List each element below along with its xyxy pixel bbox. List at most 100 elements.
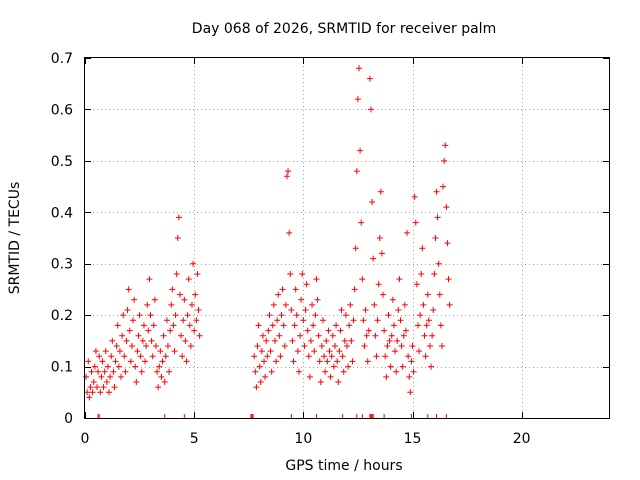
data-point <box>335 379 342 385</box>
data-point <box>281 343 288 349</box>
data-point <box>371 301 378 308</box>
data-point <box>359 276 366 283</box>
data-point <box>357 147 364 154</box>
data-point <box>434 214 441 221</box>
data-point <box>195 307 202 313</box>
data-point <box>340 368 347 375</box>
data-point <box>301 343 308 349</box>
data-point <box>330 363 337 370</box>
x-tick-label: 15 <box>404 431 422 447</box>
data-point <box>297 332 304 339</box>
data-point <box>292 286 299 293</box>
data-point <box>274 317 281 324</box>
data-point <box>83 373 90 380</box>
data-point <box>311 348 318 355</box>
data-point <box>134 348 141 355</box>
data-point <box>305 353 312 360</box>
data-point <box>174 235 181 241</box>
data-point <box>119 332 126 339</box>
data-point <box>185 276 192 283</box>
data-point <box>254 343 261 349</box>
data-point <box>290 358 297 365</box>
data-point <box>87 384 94 391</box>
data-point <box>429 332 436 339</box>
data-point <box>351 286 358 293</box>
data-point <box>310 322 317 329</box>
data-point <box>437 322 444 329</box>
data-point <box>294 348 301 355</box>
data-point <box>373 353 380 360</box>
data-point <box>321 353 328 360</box>
data-point <box>384 343 391 349</box>
data-point <box>127 358 134 365</box>
data-point <box>184 312 191 319</box>
data-point <box>389 296 396 303</box>
data-point <box>175 214 182 221</box>
data-point <box>113 343 120 349</box>
data-point <box>193 317 200 324</box>
data-point <box>315 332 322 339</box>
data-point <box>150 322 157 329</box>
data-point <box>410 368 417 375</box>
x-axis-label: GPS time / hours <box>285 458 402 474</box>
data-point <box>323 337 330 344</box>
data-point <box>176 291 183 298</box>
data-point <box>420 301 427 308</box>
data-point <box>99 358 106 365</box>
data-point <box>89 389 96 396</box>
y-axis-ticks: 0 0.1 0.2 0.3 0.4 0.5 0.6 0.7 <box>51 51 609 427</box>
data-point <box>111 384 118 391</box>
x-axis-ticks: 0 5 10 15 20 <box>81 58 531 447</box>
data-point <box>430 307 437 313</box>
data-point <box>312 312 319 319</box>
data-point <box>298 296 305 303</box>
data-point <box>120 312 127 319</box>
data-point <box>168 301 175 308</box>
data-point <box>342 312 349 319</box>
data-point <box>131 296 138 303</box>
data-point <box>144 301 151 308</box>
data-point <box>121 353 128 360</box>
data-point <box>392 348 399 355</box>
data-point <box>283 173 290 180</box>
data-point <box>401 301 408 308</box>
data-point <box>118 373 125 380</box>
data-point <box>302 307 309 313</box>
data-point <box>337 327 344 334</box>
data-point <box>277 353 284 360</box>
data-point <box>125 286 132 293</box>
data-point <box>418 271 425 277</box>
data-point <box>159 358 166 365</box>
data-point <box>440 183 447 190</box>
data-point <box>137 353 144 360</box>
data-point <box>318 343 325 349</box>
data-point <box>404 229 411 236</box>
data-point <box>364 358 371 365</box>
data-point <box>390 322 397 329</box>
data-point <box>101 368 108 375</box>
y-tick-label: 0.4 <box>51 205 73 221</box>
data-point <box>366 75 373 82</box>
data-point <box>263 337 270 344</box>
data-point <box>253 384 260 391</box>
data-point <box>433 188 440 195</box>
data-point <box>186 322 193 329</box>
data-point <box>416 348 423 355</box>
data-point <box>300 317 307 324</box>
y-tick-label: 0.3 <box>51 257 73 273</box>
x-tick-label: 0 <box>81 431 90 447</box>
data-point <box>132 363 139 370</box>
data-point <box>142 358 149 365</box>
data-point <box>383 373 390 380</box>
data-point <box>408 358 415 365</box>
data-point <box>436 291 443 298</box>
data-point <box>276 332 283 339</box>
y-tick-label: 0.7 <box>51 51 73 67</box>
y-axis-label: SRMTID / TECUs <box>7 182 23 295</box>
data-point <box>190 260 197 267</box>
data-point <box>331 343 338 349</box>
data-point <box>376 235 383 241</box>
data-point <box>104 363 111 370</box>
data-point <box>299 271 306 277</box>
data-point <box>424 291 431 298</box>
